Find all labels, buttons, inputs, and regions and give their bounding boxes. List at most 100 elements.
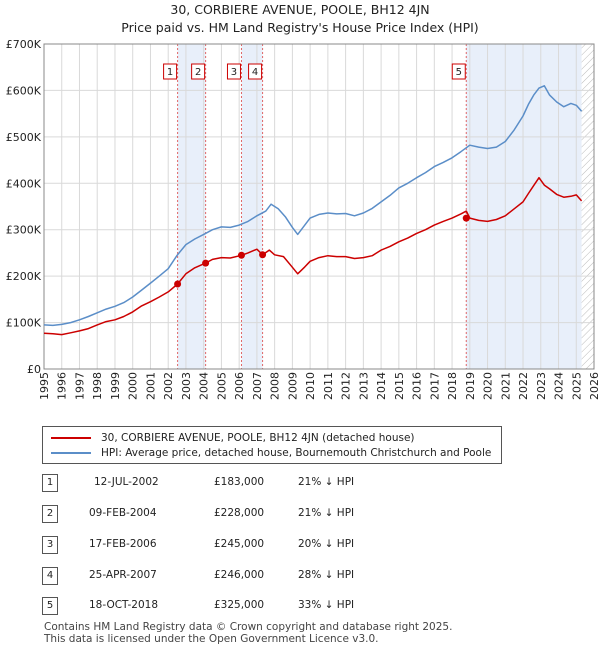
shaded-range-2 [241, 44, 263, 369]
legend-label-property: 30, CORBIERE AVENUE, POOLE, BH12 4JN (de… [101, 432, 415, 444]
shaded-range-1 [177, 44, 206, 369]
sale-marker-label-3: 3 [231, 67, 237, 78]
legend-item-property: 30, CORBIERE AVENUE, POOLE, BH12 4JN (de… [51, 431, 415, 445]
forecast-hatch [581, 44, 594, 369]
legend-item-hpi: HPI: Average price, detached house, Bour… [51, 446, 491, 460]
x-tick-label: 2013 [357, 372, 370, 400]
x-tick-label: 2017 [428, 372, 441, 400]
x-tick-label: 2006 [233, 372, 246, 400]
sale-point-1 [174, 280, 182, 288]
transaction-row-2: 2 09-FEB-2004 £228,000 21% ↓ HPI [42, 505, 502, 523]
sale-marker-label-4: 4 [252, 67, 258, 78]
x-tick-label: 2020 [482, 372, 495, 400]
series-line-hpi [43, 85, 583, 327]
transaction-price-5: £325,000 [214, 599, 265, 611]
transaction-number-1: 1 [42, 474, 58, 492]
x-tick-label: 2021 [499, 372, 512, 400]
transaction-row-3: 3 17-FEB-2006 £245,000 20% ↓ HPI [42, 536, 502, 554]
x-tick-label: 2003 [180, 372, 193, 400]
x-tick-label: 2008 [269, 372, 282, 400]
sale-marker-label-5: 5 [456, 67, 462, 78]
transaction-price-3: £245,000 [214, 538, 265, 550]
footer-copyright: Contains HM Land Registry data © Crown c… [44, 621, 453, 633]
x-tick-label: 2011 [322, 372, 335, 400]
x-tick-label: 2025 [570, 372, 583, 400]
transaction-row-4: 4 25-APR-2007 £246,000 28% ↓ HPI [42, 567, 502, 585]
y-tick-label: £600K [6, 84, 42, 97]
legend-swatch-property [51, 437, 91, 439]
transaction-number-4: 4 [42, 567, 58, 585]
transaction-row-1: 1 12-JUL-2002 £183,000 21% ↓ HPI [42, 474, 502, 492]
footer: Contains HM Land Registry data © Crown c… [44, 621, 452, 645]
sale-marker-box-3 [226, 63, 241, 80]
sale-point-2 [202, 259, 210, 267]
sale-point-4 [259, 251, 267, 259]
y-tick-label: £100K [6, 317, 42, 330]
x-tick-label: 2018 [446, 372, 459, 400]
price-chart: 1 2 3 4 5 £0 £100K £200K £300K £400K £500K £600K £70… [6, 38, 600, 400]
transaction-hpi-3: 20% ↓ HPI [298, 538, 355, 550]
y-tick-label: £200K [6, 270, 42, 283]
x-tick-label: 2014 [375, 372, 388, 400]
series-line-property [43, 176, 583, 336]
x-tick-label: 2002 [162, 372, 175, 400]
y-tick-label: £400K [6, 177, 42, 190]
x-tick-label: 2022 [517, 372, 530, 400]
transaction-number-2: 2 [42, 505, 58, 523]
x-tick-label: 2016 [411, 372, 424, 400]
x-tick-label: 2012 [340, 372, 353, 400]
transaction-date-1: 12-JUL-2002 [94, 476, 159, 488]
x-tick-label: 2026 [588, 372, 600, 400]
x-tick-label: 2019 [464, 372, 477, 400]
shaded-range-3 [466, 44, 582, 369]
sale-point-5 [462, 214, 470, 222]
chart-legend: 30, CORBIERE AVENUE, POOLE, BH12 4JN (de… [42, 426, 502, 464]
transaction-number-3: 3 [42, 536, 58, 554]
x-tick-label: 1999 [109, 372, 122, 400]
plot-frame [43, 43, 595, 370]
transaction-hpi-2: 21% ↓ HPI [298, 507, 355, 519]
x-tick-label: 2004 [198, 372, 211, 400]
sale-marker-box-2 [191, 63, 206, 80]
sale-marker-label-1: 1 [167, 67, 173, 78]
x-tick-label: 2024 [553, 372, 566, 400]
y-tick-label: £700K [6, 38, 42, 51]
transaction-date-5: 18-OCT-2018 [89, 599, 158, 611]
x-tick-label: 2005 [215, 372, 228, 400]
x-tick-label: 2000 [127, 372, 140, 400]
sale-marker-box-4 [248, 63, 263, 80]
sale-point-3 [237, 251, 245, 259]
transaction-hpi-5: 33% ↓ HPI [298, 599, 355, 611]
transaction-date-3: 17-FEB-2006 [89, 538, 157, 550]
x-tick-label: 2023 [535, 372, 548, 400]
transaction-row-5: 5 18-OCT-2018 £325,000 33% ↓ HPI [42, 597, 502, 615]
x-tick-label: 1995 [38, 372, 51, 400]
legend-swatch-hpi [51, 452, 91, 454]
transaction-hpi-4: 28% ↓ HPI [298, 569, 355, 581]
footer-license: This data is licensed under the Open Gov… [44, 633, 379, 645]
x-tick-label: 1996 [56, 372, 69, 400]
chart-subtitle: Price paid vs. HM Land Registry's House … [121, 20, 479, 35]
transaction-date-2: 09-FEB-2004 [89, 507, 157, 519]
transaction-price-4: £246,000 [214, 569, 265, 581]
sale-marker-box-5 [451, 63, 466, 80]
x-tick-label: 1998 [91, 372, 104, 400]
transaction-price-2: £228,000 [214, 507, 265, 519]
sale-marker-box-1 [163, 63, 178, 80]
sale-marker-label-2: 2 [195, 67, 201, 78]
x-tick-label: 2015 [393, 372, 406, 400]
transaction-hpi-1: 21% ↓ HPI [298, 476, 355, 488]
x-tick-label: 2007 [251, 372, 264, 400]
transaction-date-4: 25-APR-2007 [89, 569, 157, 581]
y-tick-label: £500K [6, 131, 42, 144]
x-tick-label: 2009 [286, 372, 299, 400]
x-tick-label: 1997 [73, 372, 86, 400]
legend-label-hpi: HPI: Average price, detached house, Bour… [101, 447, 492, 459]
y-tick-label: £0 [27, 363, 41, 376]
transaction-number-5: 5 [42, 597, 58, 615]
x-tick-label: 2010 [304, 372, 317, 400]
transaction-price-1: £183,000 [214, 476, 265, 488]
chart-title: 30, CORBIERE AVENUE, POOLE, BH12 4JN [170, 2, 430, 17]
x-tick-label: 2001 [144, 372, 157, 400]
y-tick-label: £300K [6, 224, 42, 237]
